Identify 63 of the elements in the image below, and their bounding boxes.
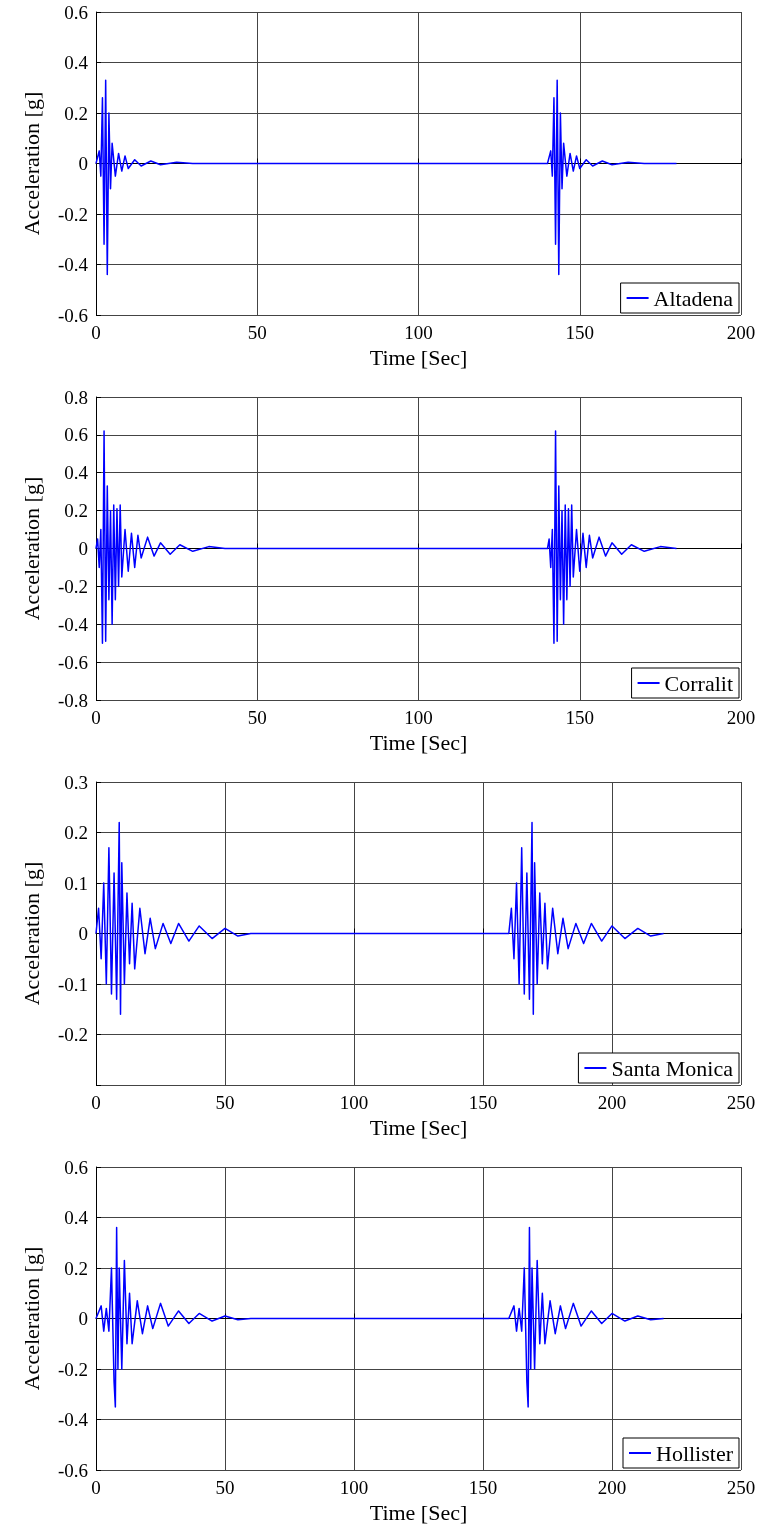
y-tick-label: -0.6 xyxy=(57,304,88,326)
y-tick-label: 0.2 xyxy=(64,102,88,124)
y-tick-label: -0.6 xyxy=(57,651,88,673)
x-tick-label: 200 xyxy=(597,1092,627,1113)
x-axis-title: Time [Sec] xyxy=(369,1500,468,1526)
y-tick-label: -0.4 xyxy=(57,613,89,635)
y-tick-label: 0.4 xyxy=(64,52,89,73)
x-tick-label: 100 xyxy=(339,1092,369,1113)
y-axis-title: Acceleration [g] xyxy=(18,861,44,1006)
y-axis-title: Acceleration [g] xyxy=(18,476,44,621)
x-tick-label: 250 xyxy=(726,1092,756,1113)
y-tick-label: 0.1 xyxy=(64,872,88,894)
y-tick-label: -0.2 xyxy=(57,1024,88,1045)
y-axis-title: Acceleration [g] xyxy=(18,91,44,236)
y-tick-label: 0.2 xyxy=(64,500,88,522)
line-series xyxy=(95,430,678,644)
y-tick-label: 0.3 xyxy=(64,771,88,793)
x-tick-label: 100 xyxy=(404,707,433,728)
x-tick-label: 250 xyxy=(726,1477,756,1498)
x-tick-label: 50 xyxy=(247,322,267,343)
y-axis-title: Acceleration [g] xyxy=(18,1246,44,1391)
x-tick-label: 50 xyxy=(215,1092,235,1113)
y-tick-label: 0.2 xyxy=(64,1257,88,1279)
y-tick-label: -0.4 xyxy=(57,254,89,275)
y-tick-label: 0.2 xyxy=(64,822,88,843)
y-tick-label: 0.6 xyxy=(64,424,88,446)
y-tick-label: -0.1 xyxy=(57,973,88,995)
y-tick-label: 0 xyxy=(78,923,88,944)
y-tick-label: -0.2 xyxy=(57,575,88,597)
x-tick-label: 150 xyxy=(468,1092,498,1113)
x-tick-label: 50 xyxy=(247,707,267,728)
y-tick-label: -0.2 xyxy=(57,1358,88,1380)
x-tick-label: 150 xyxy=(565,322,594,343)
x-tick-label: 150 xyxy=(468,1477,498,1498)
line-series xyxy=(95,821,665,1016)
legend-label: Corralit xyxy=(664,670,734,696)
y-tick-label: 0.6 xyxy=(64,1,88,23)
legend-label: Altadena xyxy=(653,285,734,311)
y-tick-label: 0 xyxy=(78,1308,88,1329)
y-tick-label: 0.6 xyxy=(64,1156,88,1178)
x-tick-label: 100 xyxy=(339,1477,369,1498)
y-tick-label: 0 xyxy=(78,538,88,559)
x-tick-label: 200 xyxy=(597,1477,627,1498)
x-axis-title: Time [Sec] xyxy=(369,1115,468,1141)
y-tick-label: 0.4 xyxy=(64,1207,89,1228)
y-tick-label: -0.4 xyxy=(57,1409,89,1430)
y-tick-label: 0.4 xyxy=(64,462,89,484)
legend-label: Hollister xyxy=(656,1440,734,1466)
y-tick-label: -0.2 xyxy=(57,203,88,225)
y-tick-label: 0 xyxy=(78,153,88,174)
x-tick-label: 200 xyxy=(726,322,756,343)
x-tick-label: 100 xyxy=(404,322,433,343)
x-tick-label: 200 xyxy=(726,707,756,728)
y-tick-label: 0.8 xyxy=(64,386,88,408)
x-tick-label: 50 xyxy=(215,1477,235,1498)
line-series xyxy=(95,79,678,276)
legend-label: Santa Monica xyxy=(611,1055,734,1081)
x-tick-label: 150 xyxy=(565,707,594,728)
y-tick-label: -0.8 xyxy=(57,689,88,711)
x-axis-title: Time [Sec] xyxy=(369,730,468,756)
x-axis-title: Time [Sec] xyxy=(369,345,468,371)
y-tick-label: -0.6 xyxy=(57,1459,88,1481)
line-series xyxy=(95,1226,665,1408)
